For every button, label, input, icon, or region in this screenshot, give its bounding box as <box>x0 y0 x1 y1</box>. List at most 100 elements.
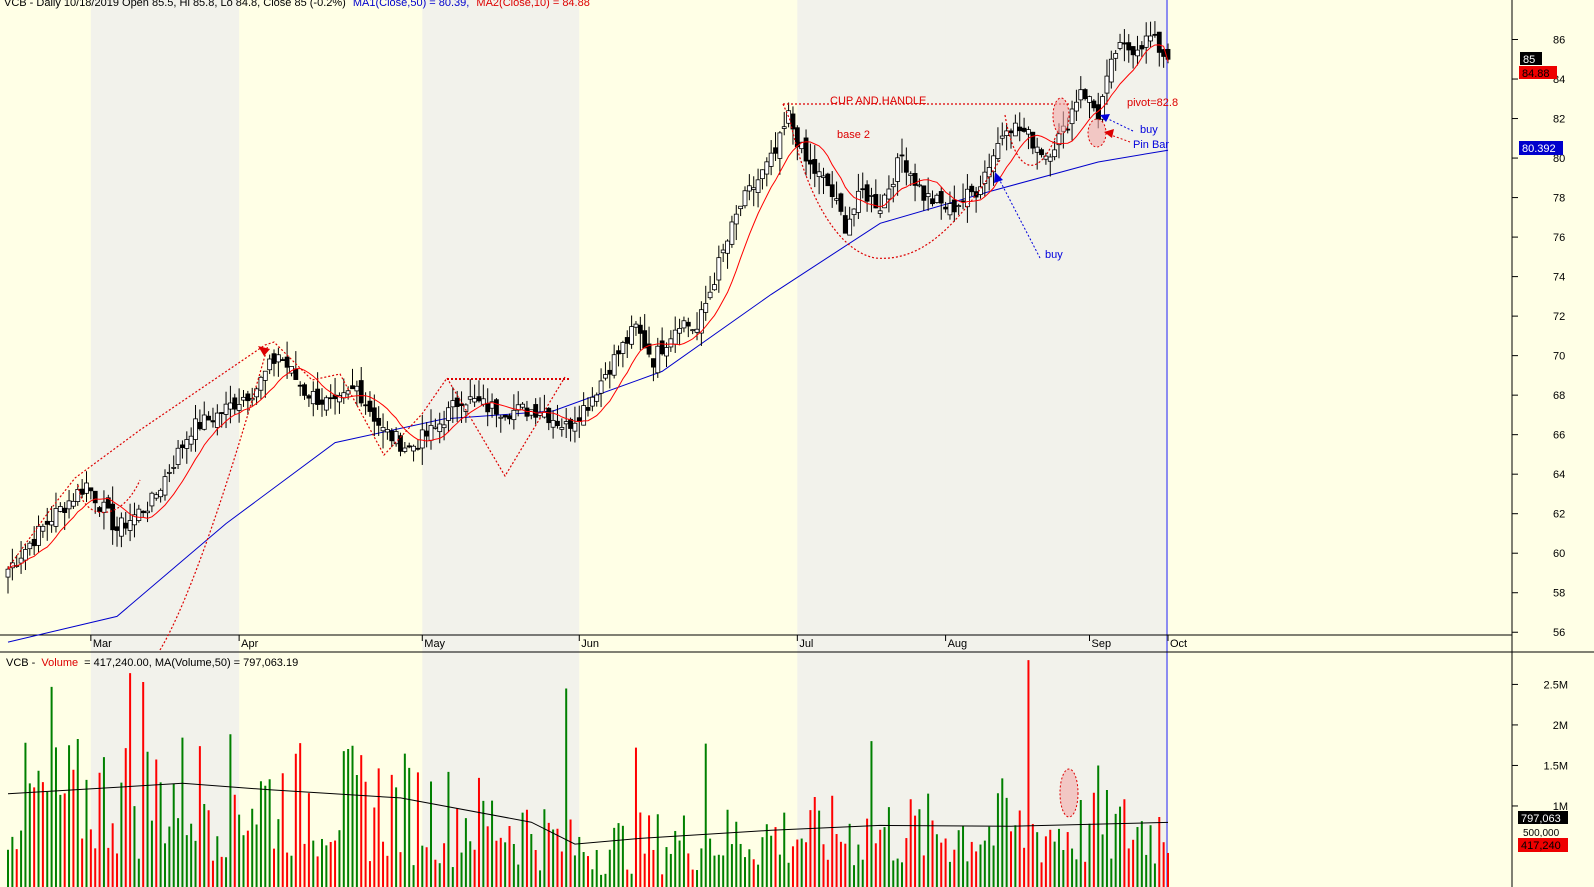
candle-body <box>886 188 892 200</box>
candle-body <box>450 400 456 408</box>
candlestick-series <box>5 21 1171 594</box>
ma1-label: MA1(Close,50) = 80.39, <box>353 0 469 9</box>
candle-body <box>502 414 508 418</box>
volume-tick-label: 1.5M <box>1544 760 1568 772</box>
candle-body <box>943 206 948 210</box>
candle-body <box>49 521 55 526</box>
candle-body <box>158 489 164 498</box>
price-tick-label: 68 <box>1553 390 1565 402</box>
price-tick-label: 74 <box>1553 272 1565 284</box>
candle-body <box>245 393 251 402</box>
candle-body <box>1004 130 1010 136</box>
candle-body <box>310 390 316 405</box>
candle-body <box>1117 42 1123 49</box>
price-title-main: VCB - Daily 10/18/2019 Open 85.5, Hi 85.… <box>4 0 346 9</box>
candle-body <box>145 510 150 514</box>
candle-body <box>494 399 499 415</box>
candle-body <box>284 356 290 368</box>
candle-body <box>136 508 142 521</box>
candle-body <box>760 169 765 180</box>
candle-body <box>733 213 739 225</box>
candle-body <box>812 159 818 174</box>
candle-body <box>546 407 552 424</box>
candle-body <box>642 330 648 349</box>
vol-partial-badge: 500,000 <box>1523 828 1560 839</box>
buy-label-1: buy <box>1045 249 1063 261</box>
candle-body <box>969 185 975 193</box>
candle-body <box>1121 42 1127 45</box>
candle-body <box>681 320 687 329</box>
candle-body <box>598 380 604 394</box>
candle-body <box>1139 45 1145 50</box>
price-tick-label: 76 <box>1553 232 1565 244</box>
candle-body <box>1056 133 1062 146</box>
candle-body <box>1026 129 1031 135</box>
candle-body <box>53 508 59 527</box>
candle-body <box>855 190 861 213</box>
candle-body <box>1052 149 1058 158</box>
candle-body <box>79 488 85 495</box>
month-label: May <box>424 638 445 650</box>
highlight-ellipse-2 <box>1087 118 1107 148</box>
month-x-axis: Mar Apr May Jun Jul Aug Sep Oct <box>90 635 1187 650</box>
volume-tick-label: 2.5M <box>1544 679 1568 691</box>
candle-body <box>999 135 1005 139</box>
candle-body <box>236 404 242 411</box>
candle-body <box>1017 126 1023 132</box>
candle-body <box>594 394 600 402</box>
candle-body <box>668 338 674 348</box>
close-badge: 85 <box>1523 54 1535 66</box>
candle-body <box>803 137 809 162</box>
candle-body <box>585 407 591 411</box>
candle-body <box>986 167 992 178</box>
candle-body <box>520 403 525 408</box>
period-shading <box>90 0 1168 887</box>
candle-body <box>720 249 726 254</box>
candle-body <box>895 157 901 182</box>
candle-body <box>223 403 229 415</box>
candle-body <box>912 173 918 186</box>
candle-body <box>982 171 988 184</box>
candle-body <box>350 385 355 390</box>
candle-body <box>738 205 744 210</box>
close-badge-bg <box>1520 52 1542 65</box>
candle-body <box>214 412 220 428</box>
volume-word: Volume <box>41 657 78 669</box>
shade-band <box>945 0 1090 887</box>
candle-body <box>829 184 835 197</box>
candle-body <box>572 422 578 432</box>
candle-body <box>293 368 299 380</box>
volume-title: VCB - Volume = 417,240.00, MA(Volume,50)… <box>6 657 298 669</box>
candle-body <box>576 417 582 422</box>
candle-body <box>611 354 617 376</box>
candle-body <box>925 193 931 198</box>
candle-body <box>825 173 831 187</box>
candle-body <box>921 185 927 201</box>
candle-body <box>44 520 50 525</box>
candle-body <box>903 160 909 173</box>
candle-body <box>1135 49 1140 57</box>
candle-body <box>563 421 569 425</box>
price-tick-label: 70 <box>1553 351 1565 363</box>
candle-body <box>297 384 303 387</box>
candle-body <box>533 404 539 418</box>
candle-body <box>672 329 678 345</box>
candle-body <box>690 329 696 332</box>
volume-tick-label: 1M <box>1553 801 1568 813</box>
candle-body <box>280 359 286 361</box>
candle-body <box>664 347 669 357</box>
candle-body <box>411 445 416 452</box>
trend-annotation-line <box>7 341 566 569</box>
candle-body <box>110 503 116 531</box>
buy-label-2: buy <box>1140 124 1158 136</box>
pin-bar-label: Pin Bar <box>1133 139 1169 151</box>
candle-body <box>393 431 399 445</box>
candle-body <box>685 321 691 327</box>
candle-body <box>1113 53 1119 59</box>
candle-body <box>1087 96 1092 103</box>
price-tick-label: 82 <box>1553 114 1565 126</box>
price-tick-label: 58 <box>1553 588 1565 600</box>
candle-body <box>232 397 238 410</box>
